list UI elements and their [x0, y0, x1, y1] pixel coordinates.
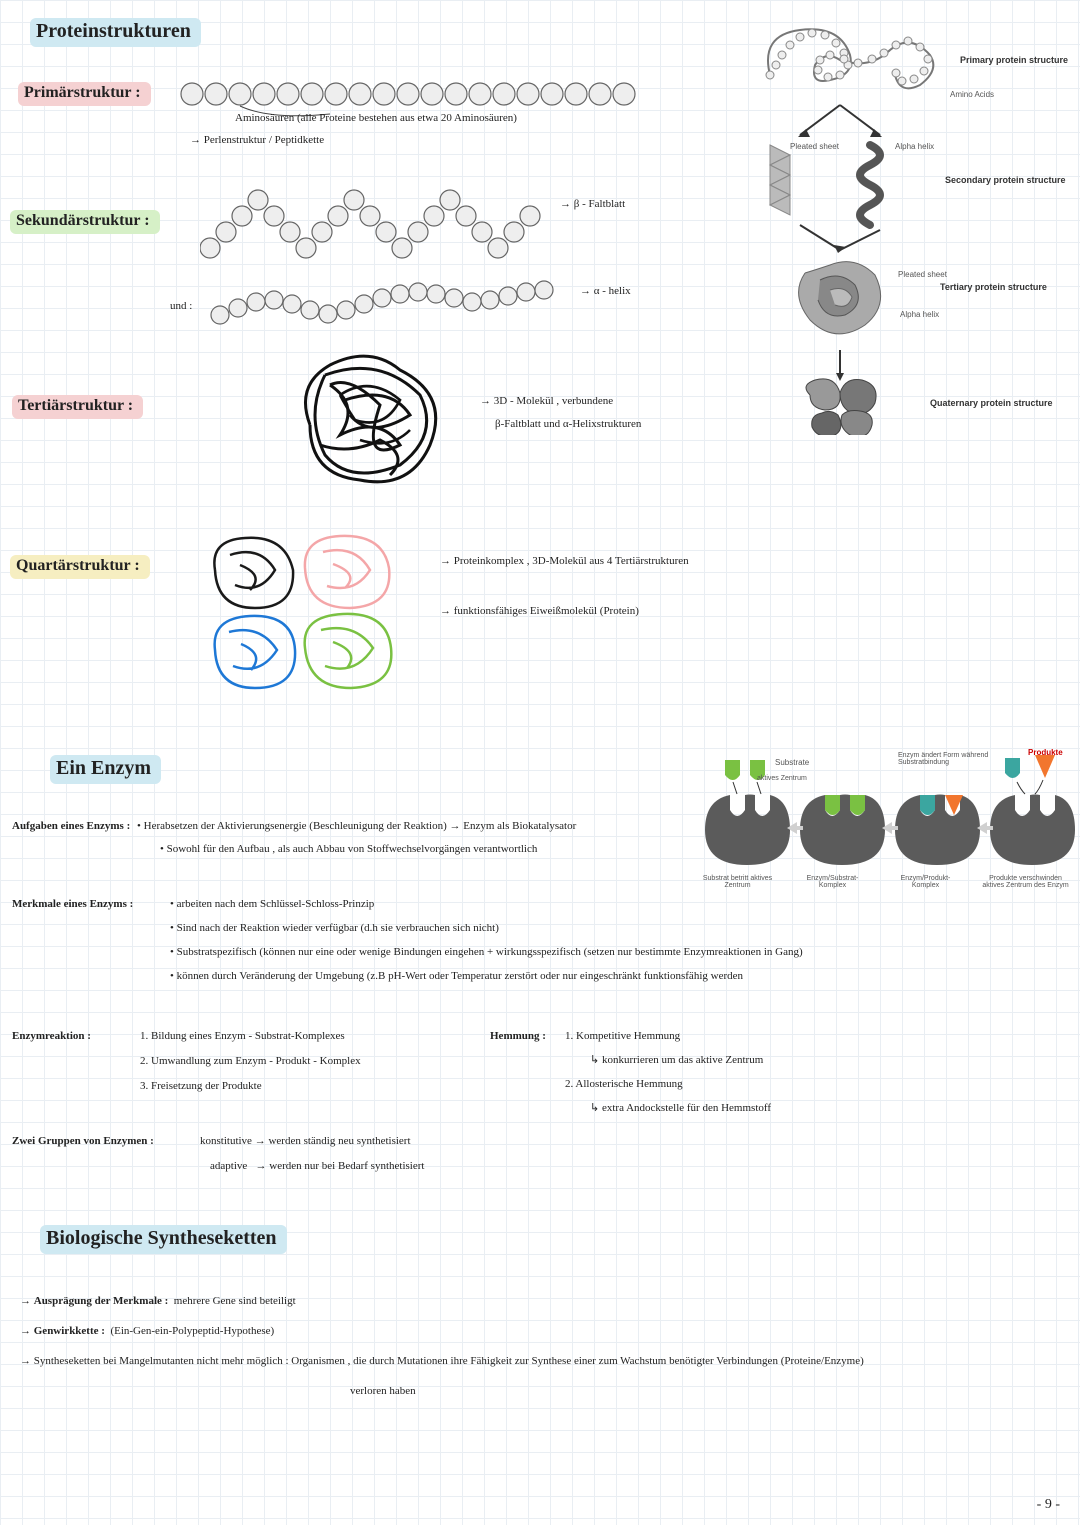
secondary-und: und : — [170, 300, 192, 312]
hemm2a: extra Andockstelle für den Hemmstoff — [590, 1101, 771, 1114]
enz-c4: Produkte verschwinden aktives Zentrum de… — [978, 875, 1073, 889]
hemm1a: konkurrieren um das aktive Zentrum — [590, 1053, 763, 1066]
secondary-wave — [210, 280, 570, 330]
legend-l2a: Pleated sheet — [790, 142, 839, 151]
tasks-heading: Aufgaben eines Enzyms : — [12, 820, 130, 832]
merk2: Sind nach der Reaktion wieder verfügbar … — [170, 922, 499, 934]
legend-l2: Secondary protein structure — [945, 175, 1066, 185]
legend-l3a: Pleated sheet — [898, 270, 947, 279]
enz-c3: Enzym/Produkt-Komplex — [888, 875, 963, 889]
legend-l4: Quaternary protein structure — [930, 398, 1053, 408]
reakt2: 2. Umwandlung zum Enzym - Produkt - Komp… — [140, 1055, 361, 1067]
group2a: adaptive — [210, 1160, 247, 1172]
tertiary-text2: β-Faltblatt und α-Helixstrukturen — [495, 418, 641, 430]
page-title: Proteinstrukturen — [30, 18, 201, 47]
enz-substrate-label: Substrate — [775, 758, 809, 767]
enz-change-label: Enzym ändert Form während Substratbindun… — [898, 752, 993, 766]
task1: Herabsetzen der Aktivierungsenergie (Bes… — [137, 820, 576, 832]
alpha-label: α - helix — [580, 285, 631, 297]
merk1: arbeiten nach dem Schlüssel-Schloss-Prin… — [170, 898, 374, 910]
syn3: Syntheseketten bei Mangelmutanten nicht … — [20, 1355, 1070, 1367]
reakt-heading: Enzymreaktion : — [12, 1030, 91, 1042]
task2: Sowohl für den Aufbau , als auch Abbau v… — [160, 843, 537, 855]
merk3: Substratspezifisch (können nur eine oder… — [170, 946, 803, 958]
primary-heading: Primärstruktur : — [18, 82, 151, 106]
syn1b: mehrere Gene sind beteiligt — [174, 1295, 296, 1307]
syn1a: Ausprägung der Merkmale : — [34, 1295, 169, 1307]
enz-c2: Enzym/Substrat-Komplex — [795, 875, 870, 889]
enzyme-diagram — [695, 750, 1075, 920]
primary-note: Perlenstruktur / Peptidkette — [190, 134, 324, 146]
secondary-heading: Sekundärstruktur : — [10, 210, 160, 234]
legend-l1b: Amino Acids — [950, 90, 994, 99]
legend-l2b: Alpha helix — [895, 142, 934, 151]
quaternary-text2: funktionsfähiges Eiweißmolekül (Protein) — [440, 605, 639, 617]
enzyme-title: Ein Enzym — [50, 755, 161, 784]
legend-l3: Tertiary protein structure — [940, 282, 1047, 292]
enz-c1: Substrat betritt aktives Zentrum — [700, 875, 775, 889]
hemm-heading: Hemmung : — [490, 1030, 546, 1042]
syn3b: verloren haben — [350, 1385, 416, 1397]
hemm2: 2. Allosterische Hemmung — [565, 1078, 683, 1090]
structure-legend — [740, 15, 1070, 435]
group2b: werden nur bei Bedarf synthetisiert — [269, 1160, 424, 1172]
groups-heading: Zwei Gruppen von Enzymen : — [12, 1135, 154, 1147]
tertiary-heading: Tertiärstruktur : — [12, 395, 143, 419]
enz-products-label: Produkte — [1028, 748, 1063, 757]
reakt3: 3. Freisetzung der Produkte — [140, 1080, 262, 1092]
hemm1: 1. Kompetitive Hemmung — [565, 1030, 680, 1042]
legend-l1: Primary protein structure — [960, 55, 1068, 65]
syn2b: (Ein-Gen-ein-Polypeptid-Hypothese) — [110, 1325, 274, 1337]
merk-heading: Merkmale eines Enzyms : — [12, 898, 133, 910]
quaternary-blobs — [205, 530, 405, 700]
secondary-zigzag — [200, 188, 550, 268]
tertiary-blob — [290, 345, 460, 495]
syn2a: Genwirkkette : — [34, 1325, 105, 1337]
quaternary-heading: Quartärstruktur : — [10, 555, 150, 579]
merk4: können durch Veränderung der Umgebung (z… — [170, 970, 743, 982]
reakt1: 1. Bildung eines Enzym - Substrat-Komple… — [140, 1030, 345, 1042]
tertiary-text1: 3D - Molekül , verbundene — [480, 395, 613, 407]
page-number: - 9 - — [1037, 1497, 1060, 1513]
quaternary-text1: Proteinkomplex , 3D-Molekül aus 4 Tertiä… — [440, 555, 689, 567]
group1b: werden ständig neu synthetisiert — [268, 1135, 410, 1147]
enz-center-label: aktives Zentrum — [757, 775, 807, 782]
syn-title: Biologische Syntheseketten — [40, 1225, 287, 1254]
primary-caption: Aminosäuren (alle Proteine bestehen aus … — [235, 112, 517, 124]
group1a: konstitutive — [200, 1135, 252, 1147]
beta-label: β - Faltblatt — [560, 198, 625, 210]
legend-l3b: Alpha helix — [900, 310, 939, 319]
